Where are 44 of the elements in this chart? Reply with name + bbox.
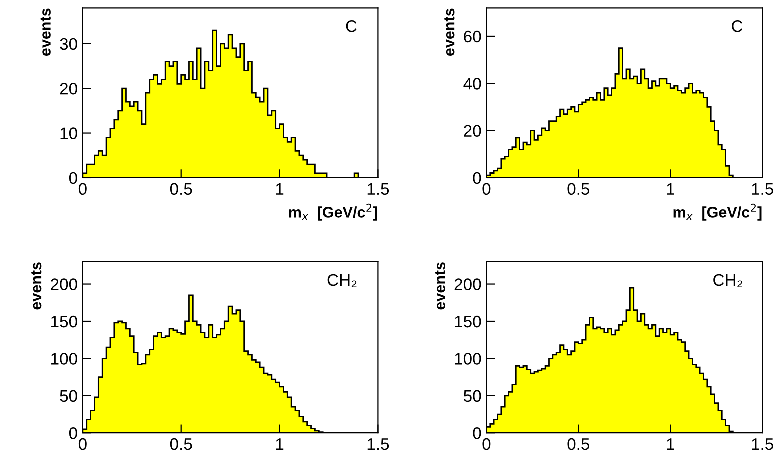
y-tick-label: 0 bbox=[473, 172, 482, 184]
x-tick-label: 1.5 bbox=[752, 438, 774, 450]
y-axis-title: events bbox=[444, 8, 455, 56]
y-tick-label: 40 bbox=[464, 78, 482, 90]
y-tick-label: 100 bbox=[455, 353, 482, 365]
x-tick-label: 0 bbox=[482, 438, 491, 450]
x-tick-label: 1 bbox=[276, 438, 284, 450]
x-tick-label: 0 bbox=[482, 183, 491, 196]
y-tick-label: 20 bbox=[464, 125, 482, 138]
y-tick-label: 0 bbox=[473, 428, 482, 440]
x-tick-label: 1.5 bbox=[752, 183, 774, 196]
annotation: C bbox=[732, 20, 743, 32]
x-axis-title: m$_{x}$ [GeV/c$^{2}$] bbox=[674, 204, 762, 221]
y-tick-label: 200 bbox=[454, 278, 482, 290]
y-tick-label: 150 bbox=[455, 316, 482, 328]
y-tick-label: 50 bbox=[60, 390, 78, 402]
x-tick-label: 0 bbox=[78, 183, 87, 196]
y-tick-label: 100 bbox=[52, 353, 78, 365]
y-tick-label: 50 bbox=[464, 390, 482, 402]
x-tick-label: 0.5 bbox=[170, 438, 192, 450]
annotation: CH₂ bbox=[714, 274, 742, 288]
y-tick-label: 10 bbox=[60, 128, 78, 140]
y-axis-title: events bbox=[40, 8, 51, 56]
y-tick-label: 0 bbox=[69, 428, 78, 440]
x-tick-label: 1.5 bbox=[368, 183, 390, 196]
y-axis-title: events bbox=[32, 262, 42, 310]
y-tick-label: 20 bbox=[60, 83, 78, 95]
y-tick-label: 0 bbox=[69, 172, 78, 184]
x-tick-label: 1 bbox=[667, 438, 674, 450]
y-tick-label: 200 bbox=[51, 278, 78, 290]
x-tick-label: 1.5 bbox=[368, 438, 390, 450]
annotation: C bbox=[346, 20, 357, 32]
x-tick-label: 1 bbox=[276, 183, 284, 195]
x-tick-label: 0.5 bbox=[568, 183, 590, 196]
y-tick-label: 150 bbox=[52, 316, 78, 328]
x-tick-label: 1 bbox=[667, 183, 674, 195]
x-tick-label: 0.5 bbox=[568, 438, 590, 450]
y-tick-label: 60 bbox=[464, 30, 482, 43]
y-axis-title: events bbox=[435, 262, 446, 310]
annotation: CH₂ bbox=[328, 274, 357, 288]
y-tick-label: 30 bbox=[60, 38, 78, 50]
x-tick-label: 0 bbox=[78, 438, 87, 450]
x-axis-title: m$_{x}$ [GeV/c$^{2}$] bbox=[289, 204, 378, 221]
x-tick-label: 0.5 bbox=[170, 183, 192, 196]
